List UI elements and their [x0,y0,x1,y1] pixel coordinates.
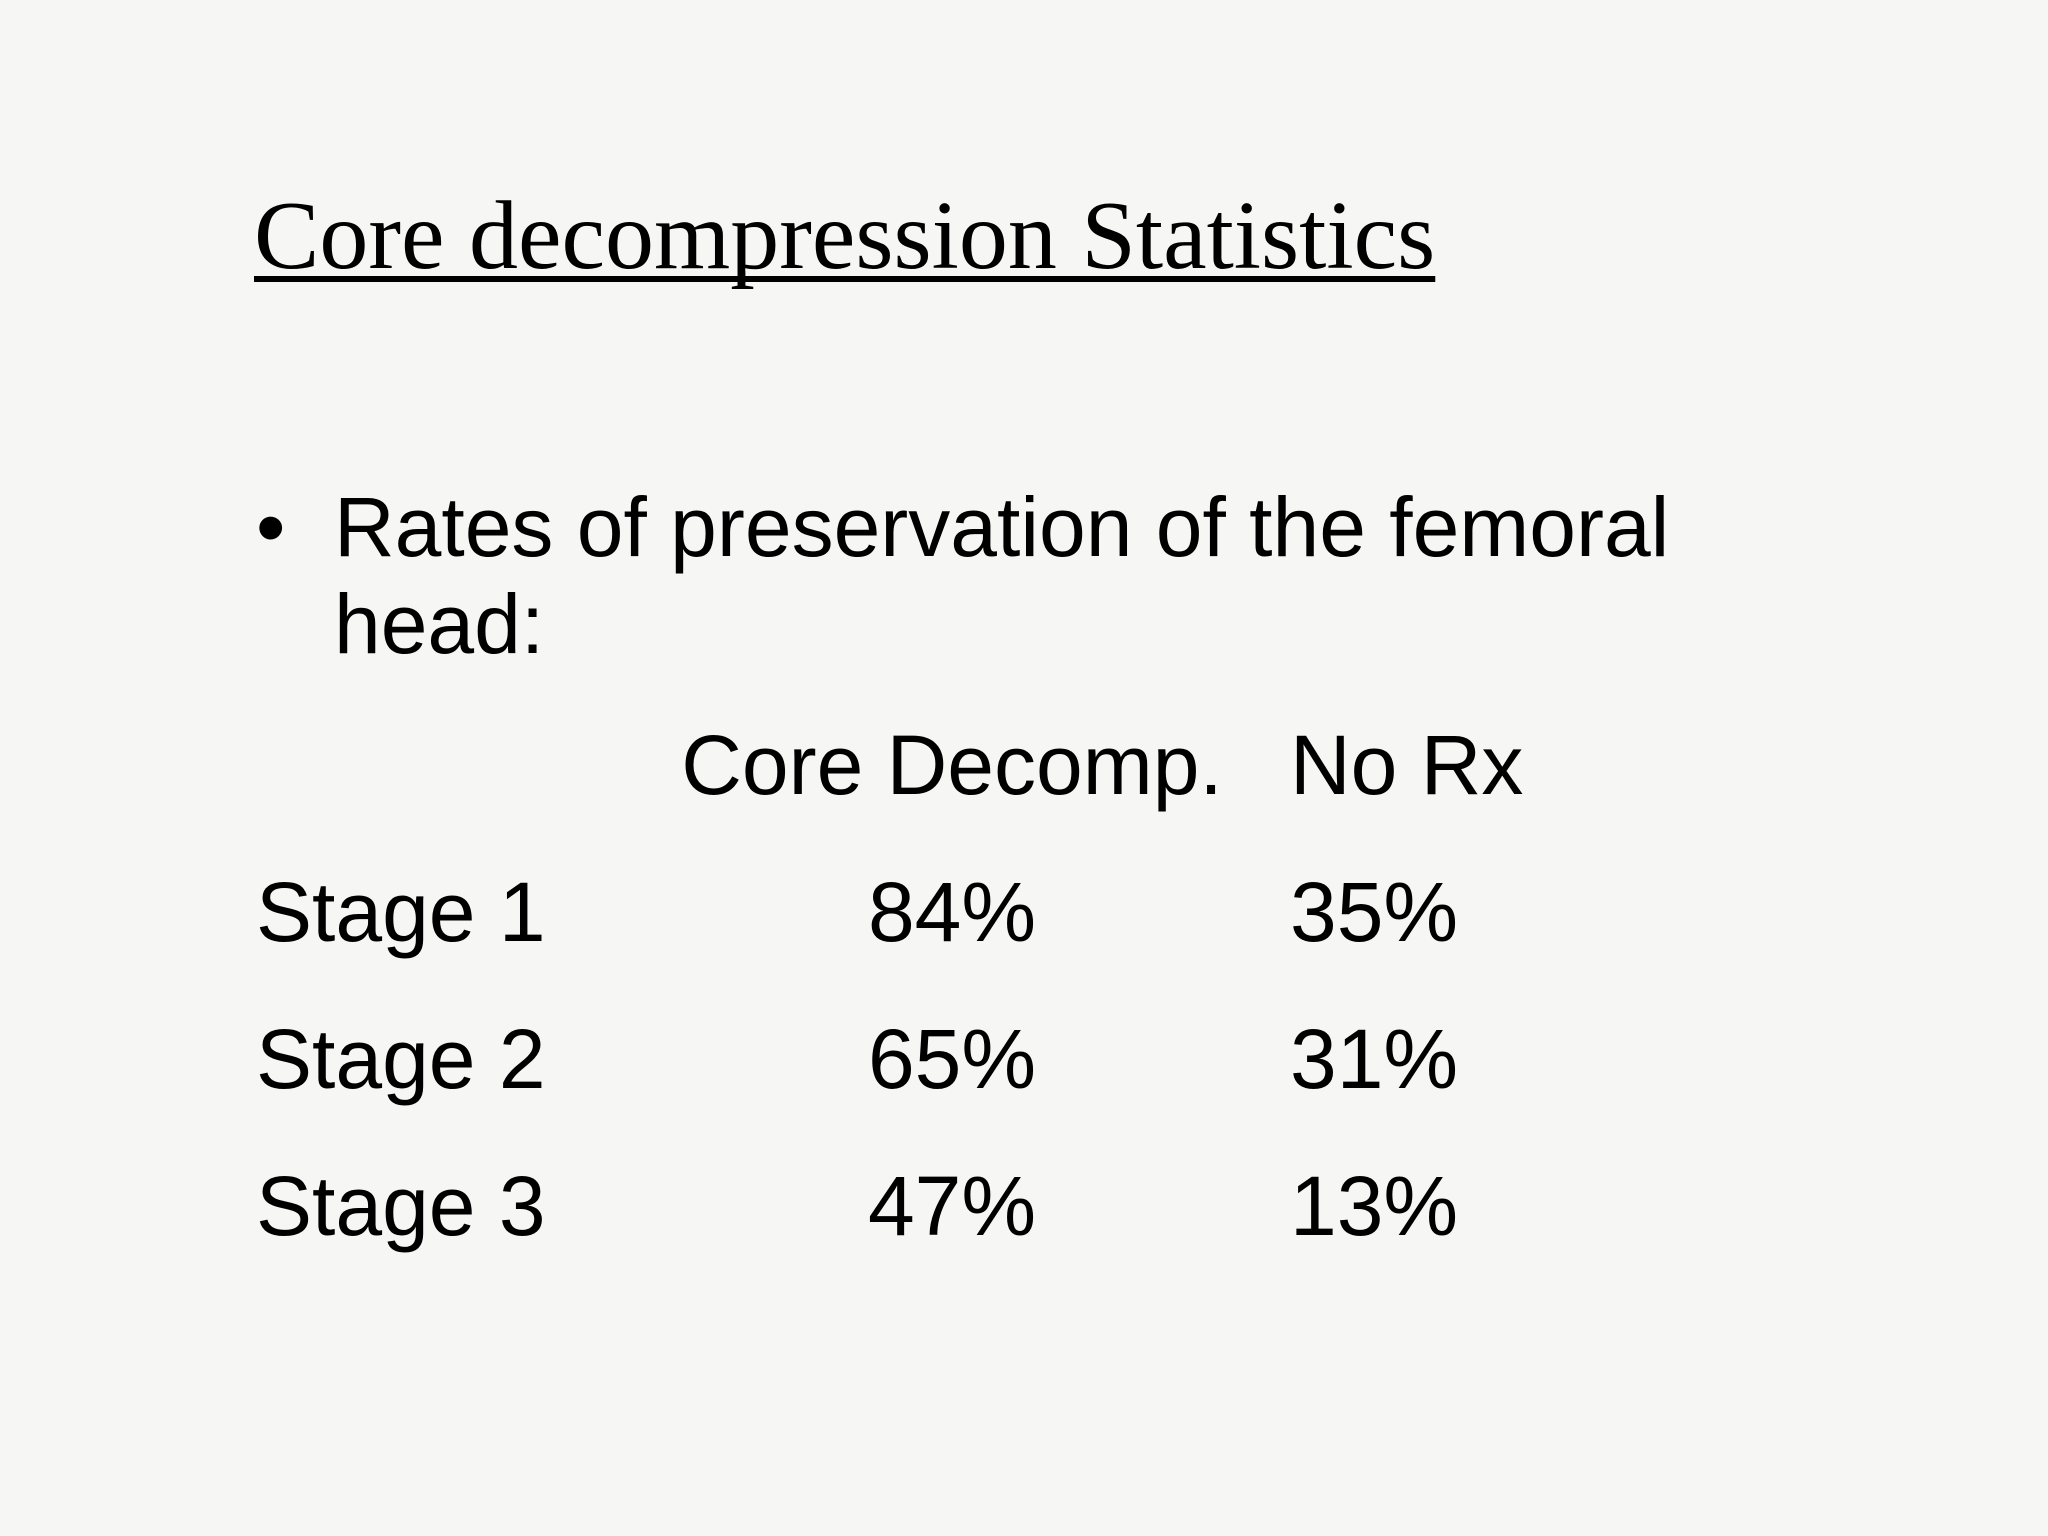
no-rx-value: 35% [1290,865,1459,959]
core-decomp-value: 65% [867,1012,1037,1106]
core-decomp-value: 47% [867,1159,1037,1253]
table-header-core-decomp: Core Decomp. [681,718,1223,812]
bullet-icon: • [256,480,286,574]
bullet-item: • Rates of preservation of the femoral h… [256,479,1754,673]
slide-title: Core decompression Statistics [254,182,1436,290]
stage-label: Stage 2 [256,1012,546,1106]
stage-label: Stage 1 [256,865,546,959]
stats-table: Core Decomp. No Rx Stage 1 84% 35% Stage… [256,692,1523,1280]
no-rx-value: 13% [1290,1159,1459,1253]
bullet-text: Rates of preservation of the femoral hea… [334,480,1670,671]
core-decomp-value: 84% [867,865,1037,959]
stage-label: Stage 3 [256,1159,546,1253]
table-header-no-rx: No Rx [1290,718,1524,812]
table-header-spacer [256,692,672,839]
no-rx-value: 31% [1290,1012,1459,1106]
